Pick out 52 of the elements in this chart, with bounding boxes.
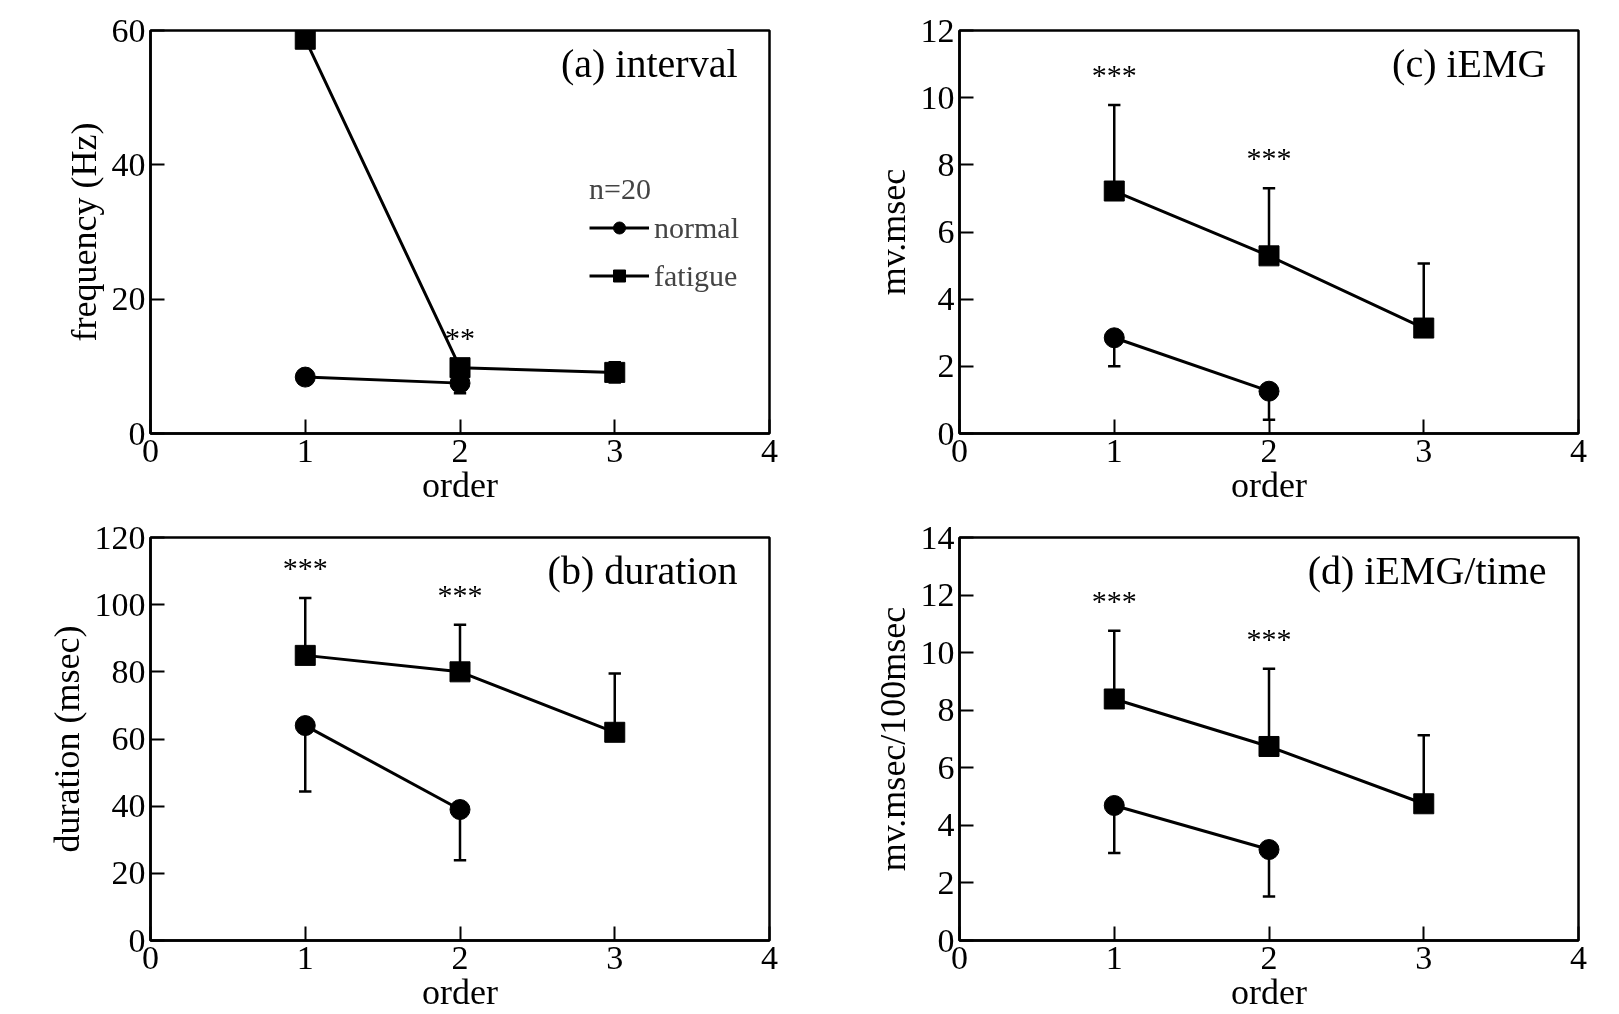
y-tick-label: 10 bbox=[920, 78, 955, 116]
x-tick-label: 3 bbox=[606, 431, 624, 469]
y-tick-label: 60 bbox=[111, 720, 146, 757]
x-tick-label: 1 bbox=[1105, 431, 1123, 469]
y-axis-title: frequency (Hz) bbox=[63, 122, 104, 342]
y-tick-label: 6 bbox=[937, 748, 955, 786]
y-axis-title: duration (msec) bbox=[46, 625, 87, 853]
y-tick-label: 100 bbox=[94, 585, 146, 623]
y-tick-label: 8 bbox=[937, 145, 955, 183]
annotation: *** bbox=[1091, 583, 1137, 617]
annotation: (a) interval bbox=[560, 40, 738, 86]
y-tick-label: 80 bbox=[111, 652, 146, 690]
x-tick-label: 4 bbox=[761, 938, 778, 976]
x-tick-label: 3 bbox=[606, 938, 624, 976]
x-tick-label: 1 bbox=[296, 938, 314, 976]
y-tick-label: 4 bbox=[937, 806, 955, 844]
annotation: (b) duration bbox=[547, 547, 738, 593]
y-tick-label: 14 bbox=[920, 518, 955, 556]
annotation: *** bbox=[1091, 58, 1137, 92]
y-tick-label: 12 bbox=[920, 576, 955, 614]
annotation: ** bbox=[445, 320, 475, 354]
y-tick-label: 20 bbox=[111, 854, 146, 892]
annotation: (d) iEMG/time bbox=[1307, 547, 1547, 593]
annotation: *** bbox=[1246, 141, 1292, 175]
y-tick-label: 2 bbox=[937, 347, 955, 385]
y-tick-label: 40 bbox=[111, 787, 146, 825]
annotation: (c) iEMG bbox=[1392, 40, 1547, 86]
legend-title: n=20 bbox=[589, 171, 652, 205]
x-tick-label: 4 bbox=[1570, 938, 1587, 976]
x-tick-label: 1 bbox=[296, 431, 314, 469]
x-tick-label: 3 bbox=[1415, 938, 1433, 976]
x-tick-label: 4 bbox=[1570, 431, 1587, 469]
y-tick-label: 40 bbox=[111, 145, 146, 183]
y-axis-title: mv.msec/100msec bbox=[872, 606, 913, 872]
y-tick-label: 2 bbox=[937, 863, 955, 901]
x-tick-label: 4 bbox=[761, 431, 778, 469]
y-tick-label: 120 bbox=[94, 518, 146, 556]
annotation: *** bbox=[1246, 621, 1292, 655]
y-tick-label: 8 bbox=[937, 691, 955, 729]
y-tick-label: 6 bbox=[937, 213, 955, 250]
legend-label: normal bbox=[654, 210, 739, 244]
y-tick-label: 20 bbox=[111, 280, 146, 318]
y-tick-label: 12 bbox=[920, 11, 955, 49]
y-tick-label: 10 bbox=[920, 633, 955, 671]
annotation: *** bbox=[282, 550, 328, 584]
legend-label: fatigue bbox=[654, 258, 738, 292]
y-tick-label: 60 bbox=[111, 11, 146, 49]
y-tick-label: 4 bbox=[937, 280, 955, 318]
x-tick-label: 3 bbox=[1415, 431, 1433, 469]
annotation: *** bbox=[437, 577, 483, 611]
y-axis-title: mv.msec bbox=[872, 168, 913, 296]
x-tick-label: 1 bbox=[1105, 938, 1123, 976]
